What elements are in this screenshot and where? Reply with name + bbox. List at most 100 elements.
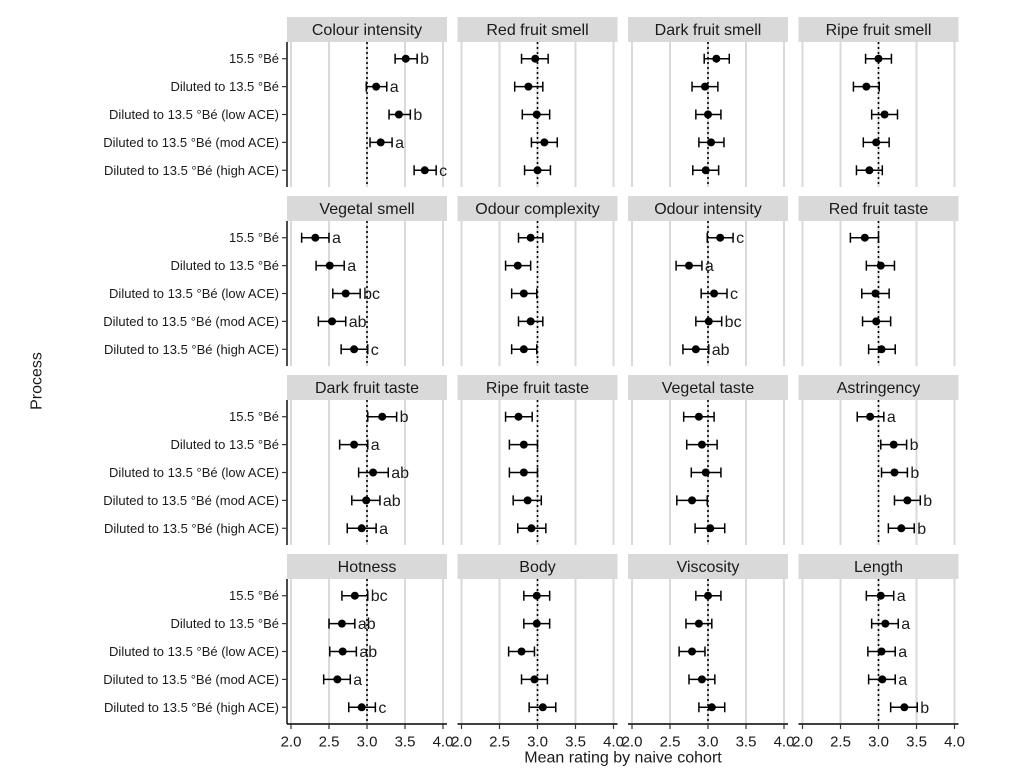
- data-point: [401, 54, 410, 63]
- data-point: [872, 317, 881, 326]
- data-point: [372, 82, 381, 91]
- data-point: [701, 166, 710, 175]
- data-point: [889, 440, 898, 449]
- x-tick-label: 3.0: [527, 734, 548, 751]
- panel-marks: [691, 53, 731, 176]
- significance-letter: ab: [349, 314, 367, 331]
- y-tick-label: Diluted to 13.5 °Bé: [170, 258, 279, 273]
- panel-title: Ripe fruit smell: [826, 22, 932, 39]
- significance-letter: a: [347, 258, 356, 275]
- significance-letter: ab: [383, 493, 401, 510]
- x-tick-label: 4.0: [944, 734, 965, 751]
- x-tick-label: 3.0: [357, 734, 378, 751]
- data-point: [716, 233, 725, 242]
- significance-letter: bc: [371, 588, 388, 605]
- panel-title: Astringency: [837, 380, 921, 397]
- significance-letter: a: [395, 135, 404, 152]
- x-tick-label: 3.5: [395, 734, 416, 751]
- data-point: [337, 619, 346, 628]
- significance-letter: a: [898, 644, 907, 661]
- significance-letter: a: [353, 672, 362, 689]
- significance-letter: ab: [391, 465, 409, 482]
- panel-title: Length: [854, 559, 903, 576]
- significance-letter: a: [332, 230, 341, 247]
- data-point: [514, 412, 523, 421]
- significance-letter: ab: [359, 644, 377, 661]
- panel-15: Viscosity 2.0 2.5 3.0 3.5 4.0: [622, 554, 795, 751]
- data-point: [688, 647, 697, 656]
- panel-strip: [457, 196, 618, 221]
- data-point: [694, 619, 703, 628]
- y-tick-label: Diluted to 13.5 °Bé (mod ACE): [103, 135, 279, 150]
- data-point: [712, 54, 721, 63]
- panel-3: Dark fruit smell: [628, 17, 788, 187]
- data-point: [706, 524, 715, 533]
- data-point: [697, 675, 706, 684]
- significance-letter: b: [920, 700, 929, 717]
- panel-strip: [287, 375, 447, 400]
- significance-letter: b: [400, 409, 409, 426]
- y-tick-label: Diluted to 13.5 °Bé (low ACE): [109, 465, 279, 480]
- data-point: [362, 496, 371, 505]
- y-tick-label: Diluted to 13.5 °Bé (high ACE): [104, 521, 279, 536]
- data-point: [876, 261, 885, 270]
- data-point: [333, 675, 342, 684]
- data-point: [865, 166, 874, 175]
- panel-title: Odour intensity: [654, 201, 762, 218]
- data-point: [532, 110, 541, 119]
- data-point: [704, 591, 712, 600]
- panel-10: Ripe fruit taste: [457, 375, 618, 545]
- panel-strip: [287, 554, 447, 579]
- x-tick-label: 4.0: [603, 734, 624, 751]
- data-point: [350, 440, 359, 449]
- x-tick-label: 4.0: [774, 734, 795, 751]
- data-point: [707, 138, 716, 147]
- significance-letter: b: [413, 107, 422, 124]
- panel-marks: [513, 53, 559, 176]
- data-point: [524, 82, 533, 91]
- data-point: [903, 496, 912, 505]
- data-point: [350, 345, 359, 354]
- panel-strip: [798, 17, 959, 42]
- data-point: [530, 675, 539, 684]
- data-point: [688, 496, 697, 505]
- y-tick-label: Diluted to 13.5 °Bé (mod ACE): [103, 672, 279, 687]
- data-point: [519, 468, 528, 477]
- panel-14: Body 2.0 2.5 3.0 3.5 4.0: [451, 554, 624, 751]
- panel-strip: [628, 196, 788, 221]
- x-tick-label: 2.0: [451, 734, 472, 751]
- data-point: [328, 317, 337, 326]
- panel-marks: [678, 590, 726, 713]
- data-point: [519, 440, 528, 449]
- significance-letter: ab: [712, 342, 730, 359]
- panel-strip: [628, 375, 788, 400]
- panel-title: Viscosity: [677, 559, 740, 576]
- x-tick-label: 3.0: [868, 734, 889, 751]
- panel-strip: [457, 17, 618, 42]
- panel-strip: [457, 375, 618, 400]
- x-tick-label: 2.5: [830, 734, 851, 751]
- significance-letter: c: [439, 163, 447, 180]
- y-tick-label: 15.5 °Bé: [229, 230, 279, 245]
- data-point: [876, 591, 885, 600]
- panel-title: Ripe fruit taste: [486, 380, 589, 397]
- data-point: [527, 524, 536, 533]
- data-point: [701, 468, 710, 477]
- panel-strip: [287, 196, 447, 221]
- significance-letter: c: [378, 700, 386, 717]
- panel-11: Vegetal taste: [628, 375, 788, 545]
- significance-letter: a: [379, 521, 388, 538]
- data-point: [519, 345, 528, 354]
- panel-strip: [287, 17, 447, 42]
- panel-strip: [628, 17, 788, 42]
- data-point: [881, 619, 890, 628]
- data-point: [697, 440, 706, 449]
- panel-strip: [457, 554, 618, 579]
